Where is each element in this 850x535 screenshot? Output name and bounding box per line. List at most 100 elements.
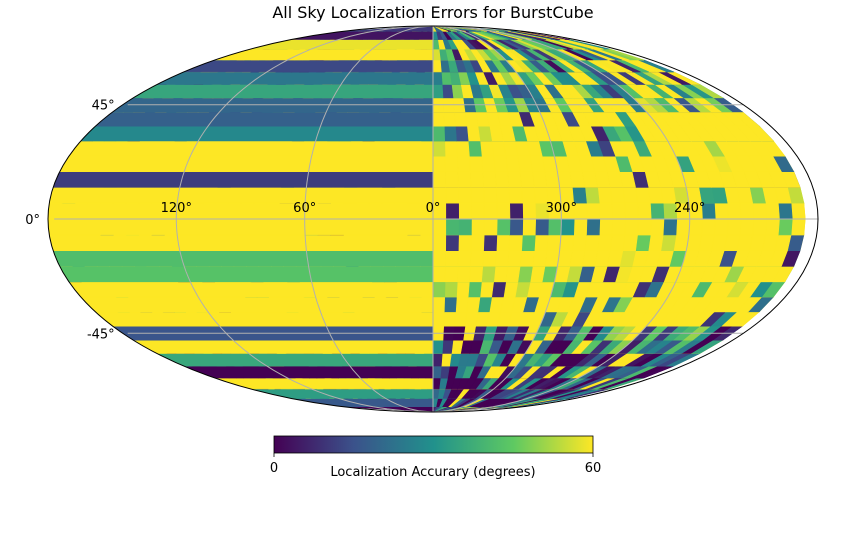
sky-pixel: [481, 155, 496, 172]
sky-pixel: [440, 71, 452, 85]
sky-pixel: [496, 218, 511, 236]
sky-pixel: [432, 339, 444, 354]
sky-pixel: [445, 218, 460, 236]
sky-pixel: [517, 265, 533, 283]
sky-pixel: [456, 281, 470, 298]
sky-pixel: [547, 218, 562, 236]
sky-pixel: [469, 250, 484, 267]
sky-pixel: [432, 155, 446, 172]
sky-pixel: [650, 218, 665, 236]
sky-pixel: [483, 202, 498, 220]
sky-pixel: [519, 250, 535, 267]
sky-pixel: [507, 171, 522, 188]
sky-pixel: [432, 265, 446, 283]
sky-pixel: [777, 218, 793, 236]
sky-pixel: [662, 218, 678, 236]
sky-pixel: [479, 140, 495, 157]
sky-pixel: [509, 202, 524, 220]
sky-pixel: [559, 234, 575, 251]
sky-pixel: [470, 234, 485, 251]
sky-pixel: [483, 218, 498, 236]
sky-pixel: [519, 171, 535, 188]
sky-pixel: [790, 218, 806, 236]
sky-pixel: [739, 202, 755, 220]
sky-pixel: [432, 59, 442, 73]
sky-pixel: [635, 234, 651, 251]
sky-pixel: [650, 202, 665, 220]
sky-pixel: [611, 218, 626, 236]
colorbar: 0 60 Localization Accurary (degrees): [270, 435, 601, 480]
sky-pixel: [586, 202, 601, 220]
sky-pixel: [609, 187, 626, 204]
sky-pixel: [445, 234, 459, 251]
sky-pixel: [444, 265, 459, 283]
sky-pixel: [469, 171, 484, 188]
sky-pixel: [432, 140, 446, 157]
sky-pixel: [609, 234, 626, 251]
sky-pixel: [457, 187, 472, 204]
sky-pixel: [443, 111, 456, 127]
sky-pixel: [752, 202, 768, 220]
longitude-tick-label: 300°: [546, 201, 577, 216]
sky-pixel: [457, 250, 472, 267]
sky-pixel: [432, 281, 446, 298]
sky-pixel: [432, 39, 440, 50]
sky-map-cells: [48, 26, 806, 412]
sky-pixel: [469, 265, 484, 283]
sky-pixel: [444, 281, 458, 298]
sky-pixel: [560, 218, 575, 236]
sky-pixel: [432, 296, 446, 313]
sky-pixel: [456, 265, 471, 283]
sky-pixel: [479, 281, 495, 298]
sky-pixel: [752, 218, 768, 236]
sky-pixel: [597, 187, 613, 204]
sky-pixel: [432, 84, 444, 99]
sky-pixel: [532, 171, 548, 188]
sky-pixel: [494, 171, 510, 188]
sky-pixel: [481, 265, 496, 283]
sky-pixel: [598, 202, 614, 220]
sky-pixel: [432, 48, 441, 61]
longitude-tick-label: 0°: [426, 201, 441, 216]
sky-pixel: [457, 234, 472, 251]
sky-pixel: [688, 218, 703, 236]
sky-pixel: [517, 155, 533, 172]
chart-title: All Sky Localization Errors for BurstCub…: [272, 3, 593, 22]
sky-pixel: [584, 234, 600, 251]
sky-pixel: [584, 187, 600, 204]
sky-pixel: [726, 218, 742, 236]
sky-pixel: [714, 218, 729, 236]
sky-pixel: [546, 234, 562, 251]
longitude-tick-label: 120°: [161, 201, 192, 216]
sky-pixel: [467, 140, 482, 157]
sky-pixel: [611, 202, 626, 220]
sky-pixel: [483, 234, 498, 251]
sky-pixel: [466, 296, 481, 313]
sky-pixel: [432, 171, 447, 188]
sky-pixel: [457, 171, 472, 188]
colorbar-gradient: [273, 435, 594, 454]
sky-pixel: [598, 218, 614, 236]
sky-pixel: [739, 218, 755, 236]
sky-pixel: [533, 234, 549, 251]
sky-pixel: [508, 234, 523, 251]
sky-pixel: [777, 202, 793, 220]
sky-pixel: [509, 218, 524, 236]
sky-pixel: [455, 125, 469, 142]
sky-pixel: [445, 171, 459, 188]
sky-pixel: [482, 171, 497, 188]
sky-pixel: [471, 218, 485, 236]
sky-pixel: [445, 202, 460, 220]
sky-pixel: [637, 218, 652, 236]
sky-pixel: [441, 84, 454, 99]
sky-pixel: [455, 296, 469, 313]
sky-pixel: [522, 202, 537, 220]
sky-pixel: [482, 250, 497, 267]
sky-pixel: [477, 125, 493, 142]
sky-pixel: [445, 250, 459, 267]
sky-pixel: [637, 202, 652, 220]
sky-pixel: [458, 218, 472, 236]
sky-pixel: [495, 187, 511, 204]
sky-pixel: [432, 377, 441, 390]
sky-pixel: [483, 187, 498, 204]
